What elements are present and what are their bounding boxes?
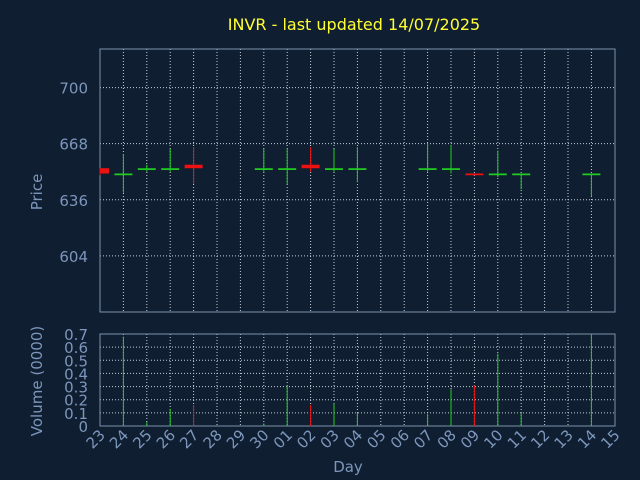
volume-tick-label: 0.6 <box>64 339 88 357</box>
day-tick-label: 03 <box>317 426 343 452</box>
x-axis-ticks: 2324252627282930010203040506070809101112… <box>83 426 624 452</box>
day-tick-label: 25 <box>129 426 155 452</box>
day-tick-label: 10 <box>480 426 506 452</box>
volume-tick-label: 0.1 <box>64 405 88 423</box>
candle-body <box>184 164 203 169</box>
day-tick-label: 09 <box>457 426 483 452</box>
day-tick-label: 11 <box>504 426 530 452</box>
day-tick-label: 29 <box>223 426 249 452</box>
price-tick-label: 700 <box>59 80 88 98</box>
day-tick-label: 26 <box>153 426 179 452</box>
day-tick-label: 12 <box>527 426 553 452</box>
candle-body <box>488 173 507 176</box>
day-tick-label: 30 <box>246 426 272 452</box>
price-tick-label: 668 <box>59 136 88 154</box>
volume-tick-label: 0.7 <box>64 326 88 344</box>
price-frame <box>99 48 616 313</box>
candle-body <box>465 173 484 176</box>
day-tick-label: 14 <box>574 426 600 452</box>
price-tick-label: 636 <box>59 192 88 210</box>
candle-body <box>100 168 109 174</box>
candle-body <box>161 168 180 170</box>
volume-panel: 00.10.20.30.40.50.60.7 <box>64 326 616 436</box>
day-tick-label: 27 <box>176 426 202 452</box>
volume-tick-label: 0.3 <box>64 379 88 397</box>
candle-body <box>582 173 601 176</box>
candle-body <box>442 168 460 170</box>
price-panel: 604 636 668 700 <box>59 48 616 313</box>
day-tick-label: 02 <box>293 426 319 452</box>
day-tick-label: 07 <box>410 426 436 452</box>
candle-body <box>114 173 133 176</box>
candle-body <box>301 164 320 169</box>
candle-body <box>254 168 273 170</box>
candle-body <box>348 168 367 170</box>
day-tick-label: 01 <box>270 426 296 452</box>
volume-tick-label: 0.5 <box>64 352 88 370</box>
day-tick-label: 13 <box>551 426 577 452</box>
candle-body <box>137 168 156 170</box>
volume-tick-label: 0.4 <box>64 365 88 383</box>
volume-tick-label: 0 <box>78 418 88 436</box>
day-tick-label: 28 <box>200 426 226 452</box>
x-axis-label: Day <box>333 458 363 476</box>
candle-body <box>418 168 437 170</box>
price-tick-label: 604 <box>59 248 88 266</box>
day-tick-label: 06 <box>387 426 413 452</box>
day-tick-label: 08 <box>434 426 460 452</box>
price-axis-label: Price <box>28 174 46 211</box>
day-tick-label: 04 <box>340 426 366 452</box>
day-tick-label: 15 <box>597 426 623 452</box>
day-tick-label: 24 <box>106 426 132 452</box>
volume-tick-label: 0.2 <box>64 392 88 410</box>
candle-body <box>278 168 297 170</box>
candle-body <box>512 173 531 176</box>
candle-body <box>325 168 343 170</box>
day-tick-label: 05 <box>363 426 389 452</box>
chart-title: INVR - last updated 14/07/2025 <box>228 15 480 34</box>
volume-axis-label: Volume (0000) <box>28 326 46 436</box>
